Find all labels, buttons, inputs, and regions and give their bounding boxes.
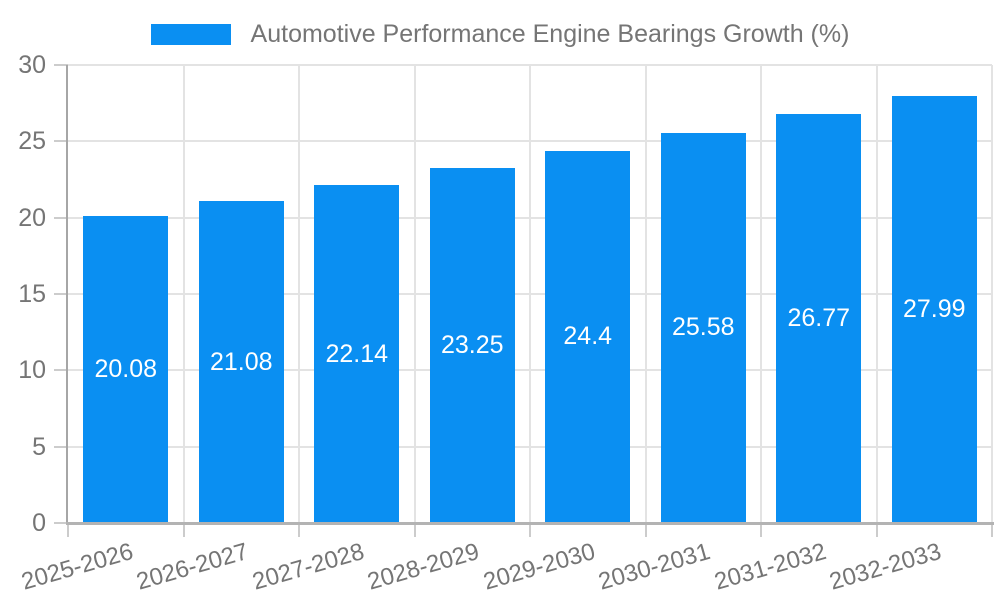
bar[interactable]: 26.77 (776, 114, 862, 523)
bar-value-label: 25.58 (671, 313, 735, 342)
legend-label: Automotive Performance Engine Bearings G… (250, 20, 850, 48)
bar[interactable]: 27.99 (891, 95, 977, 523)
bar-value-label: 22.14 (325, 339, 389, 368)
bar-value-label: 24.4 (563, 322, 613, 351)
bar[interactable]: 20.08 (83, 216, 169, 523)
legend-swatch-icon (150, 24, 231, 45)
bar-value-label: 27.99 (902, 294, 966, 323)
bar-value-label: 20.08 (94, 355, 158, 384)
bar-value-label: 23.25 (440, 331, 504, 359)
legend-item[interactable]: Automotive Performance Engine Bearings G… (150, 20, 850, 49)
bar-value-label: 21.08 (209, 347, 273, 376)
bar[interactable]: 23.25 (429, 168, 515, 523)
bar[interactable]: 24.4 (545, 150, 631, 523)
bar[interactable]: 22.14 (314, 185, 400, 523)
bar[interactable]: 21.08 (198, 201, 284, 523)
legend: Automotive Performance Engine Bearings G… (0, 20, 1000, 49)
bar-value-label: 26.77 (787, 304, 851, 333)
bar[interactable]: 25.58 (660, 132, 746, 523)
